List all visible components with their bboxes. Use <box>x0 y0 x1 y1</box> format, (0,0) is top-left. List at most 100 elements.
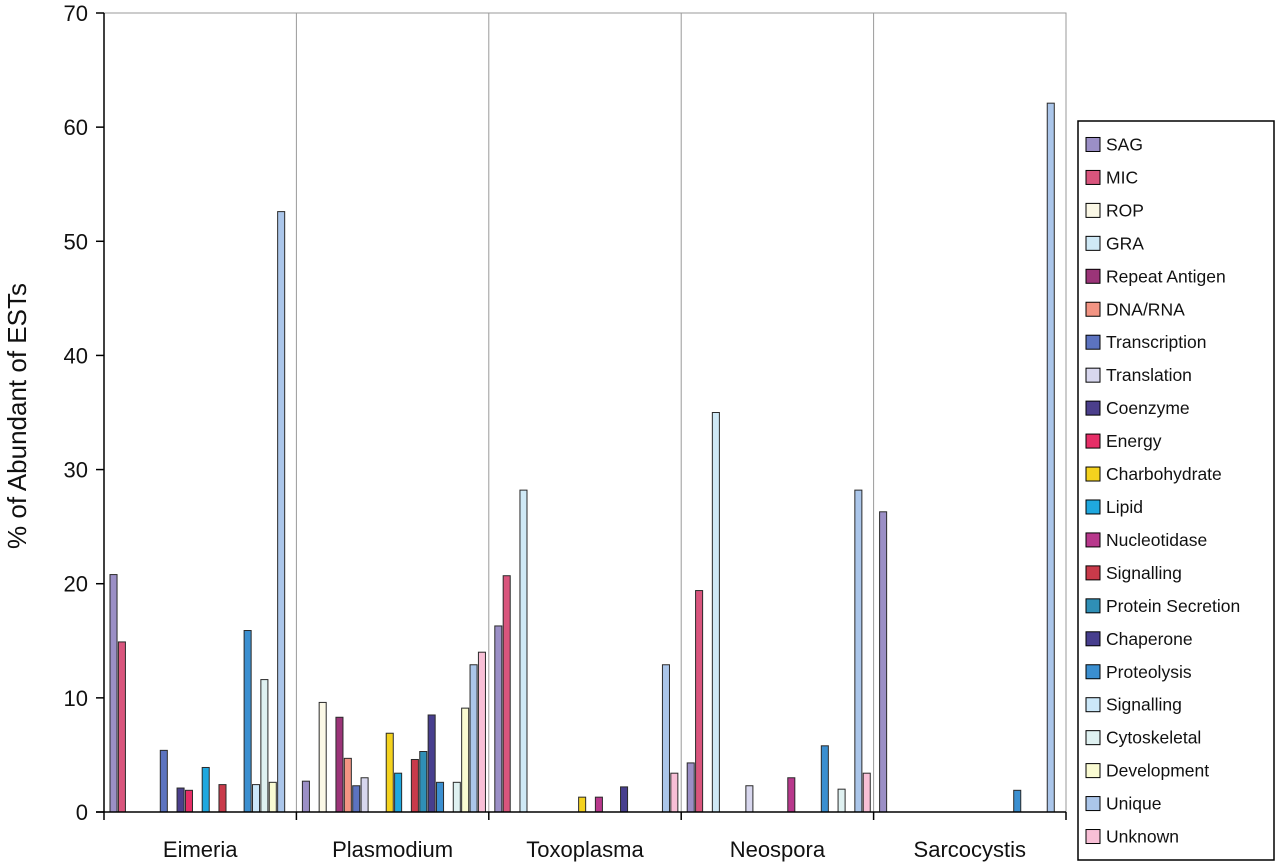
legend-label: Coenzyme <box>1106 398 1190 418</box>
legend-label: Transcription <box>1106 332 1207 352</box>
bar <box>301 780 310 813</box>
legend-swatch <box>1085 367 1101 383</box>
legend-label: Proteolysis <box>1106 662 1192 682</box>
legend-swatch <box>1085 730 1101 746</box>
legend-swatch <box>1085 598 1101 614</box>
bar <box>243 630 252 813</box>
legend-label: Unique <box>1106 794 1161 814</box>
bar <box>360 777 369 813</box>
bar <box>410 758 419 813</box>
y-tick-label: 30 <box>64 458 88 483</box>
bar <box>670 772 679 813</box>
bar <box>620 786 629 813</box>
bar <box>427 714 436 813</box>
legend-label: SAG <box>1106 134 1143 154</box>
bar <box>419 751 428 813</box>
legend-swatch <box>1085 763 1101 779</box>
bar <box>260 679 269 813</box>
bar <box>711 412 720 813</box>
legend-label: Repeat Antigen <box>1106 266 1226 286</box>
bar <box>109 574 118 813</box>
bar <box>594 796 603 813</box>
bar <box>879 511 888 813</box>
bar <box>268 781 277 813</box>
legend-swatch <box>1085 334 1101 350</box>
bar <box>1046 102 1055 813</box>
bar <box>343 757 352 813</box>
bar <box>1013 789 1022 813</box>
y-tick-label: 60 <box>64 115 88 140</box>
legend-swatch <box>1085 235 1101 251</box>
legend-box <box>1077 120 1275 861</box>
legend-label: MIC <box>1106 167 1138 187</box>
bar <box>854 489 863 813</box>
bar <box>461 707 470 813</box>
legend-label: Translation <box>1106 365 1192 385</box>
legend-swatch <box>1085 499 1101 515</box>
bar <box>477 651 486 813</box>
legend-swatch <box>1085 433 1101 449</box>
bar <box>277 211 286 813</box>
legend-swatch <box>1085 301 1101 317</box>
y-axis: 0 10 20 30 40 50 60 70 <box>64 1 105 825</box>
legend-label: Chaperone <box>1106 629 1193 649</box>
x-category-label: Neospora <box>730 837 826 862</box>
legend-swatch <box>1085 532 1101 548</box>
legend-label: Signalling <box>1106 563 1182 583</box>
legend-swatch <box>1085 565 1101 581</box>
legend-label: DNA/RNA <box>1106 299 1185 319</box>
bar <box>251 784 261 813</box>
bar <box>176 787 185 813</box>
bar <box>519 489 528 813</box>
legend-label: Development <box>1106 761 1209 781</box>
bar <box>862 772 871 813</box>
legend-label: Cytoskeletal <box>1106 728 1201 748</box>
x-axis: Eimeria Plasmodium Toxoplasma Neospora Sarco… <box>96 811 1067 862</box>
x-category-label: Toxoplasma <box>526 837 644 862</box>
legend-swatch <box>1085 400 1101 416</box>
bar <box>695 590 704 813</box>
legend-swatch <box>1085 697 1101 713</box>
bar <box>218 784 227 813</box>
bar <box>745 785 754 813</box>
bar <box>352 785 361 813</box>
y-tick-label: 0 <box>76 800 88 825</box>
bar <box>837 788 846 813</box>
bar <box>502 575 511 813</box>
legend-swatch <box>1085 268 1101 284</box>
y-tick-label: 40 <box>64 343 88 368</box>
x-category-label: Sarcocystis <box>914 837 1026 862</box>
legend-swatch <box>1085 136 1101 152</box>
legend-swatch <box>1085 202 1101 218</box>
legend-label: GRA <box>1106 233 1144 253</box>
legend-label: Nucleotidase <box>1106 530 1207 550</box>
x-category-label: Plasmodium <box>332 837 453 862</box>
bar <box>335 716 344 813</box>
legend: SAG MIC ROP GRA Repeat Antigen DNA/RNA Transcr… <box>1077 120 1275 861</box>
legend-label: Signalling <box>1106 695 1182 715</box>
bars <box>109 102 1055 813</box>
bar <box>201 766 210 813</box>
bar <box>787 777 796 813</box>
legend-label: ROP <box>1106 200 1144 220</box>
bar <box>578 796 587 813</box>
legend-swatch <box>1085 169 1101 185</box>
bar <box>452 781 461 813</box>
bar <box>436 781 445 813</box>
bar <box>184 789 193 813</box>
bar <box>661 664 670 813</box>
x-category-label: Eimeria <box>163 837 238 862</box>
bar <box>394 772 403 813</box>
legend-label: Energy <box>1106 431 1162 451</box>
y-tick-label: 20 <box>64 572 88 597</box>
legend-label: Lipid <box>1106 497 1143 517</box>
bar <box>385 732 394 813</box>
y-axis-title: % of Abundant of ESTs <box>2 283 32 549</box>
bar <box>159 749 168 813</box>
legend-label: Protein Secretion <box>1106 596 1240 616</box>
bar <box>469 664 478 813</box>
legend-swatch <box>1085 796 1101 812</box>
legend-swatch <box>1085 466 1101 482</box>
bar <box>117 641 126 813</box>
